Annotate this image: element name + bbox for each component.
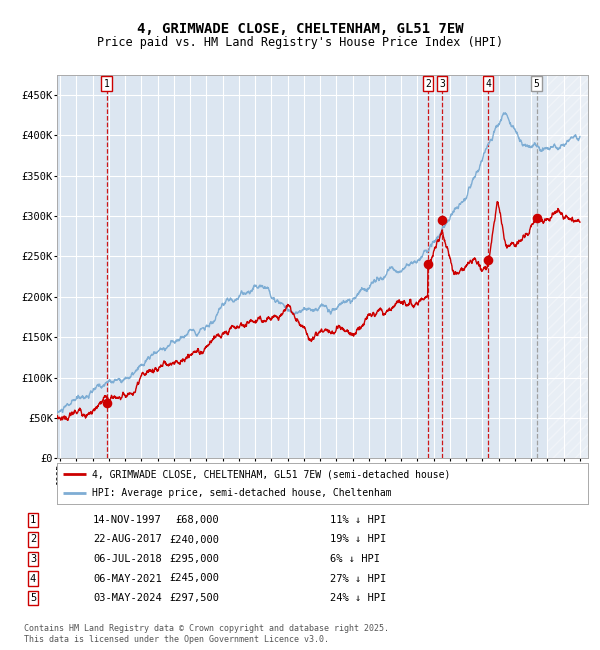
Text: 14-NOV-1997: 14-NOV-1997 xyxy=(93,515,162,525)
Text: 1: 1 xyxy=(30,515,36,525)
Point xyxy=(423,259,433,270)
Text: 11% ↓ HPI: 11% ↓ HPI xyxy=(330,515,386,525)
Text: 2: 2 xyxy=(30,534,36,545)
Text: 5: 5 xyxy=(533,79,539,89)
Text: 4, GRIMWADE CLOSE, CHELTENHAM, GL51 7EW (semi-detached house): 4, GRIMWADE CLOSE, CHELTENHAM, GL51 7EW … xyxy=(92,469,450,479)
Text: £240,000: £240,000 xyxy=(169,534,219,545)
Text: 3: 3 xyxy=(30,554,36,564)
Point xyxy=(437,215,447,226)
Text: £68,000: £68,000 xyxy=(175,515,219,525)
Text: 4, GRIMWADE CLOSE, CHELTENHAM, GL51 7EW: 4, GRIMWADE CLOSE, CHELTENHAM, GL51 7EW xyxy=(137,22,463,36)
Text: 4: 4 xyxy=(30,573,36,584)
Text: 4: 4 xyxy=(485,79,491,89)
Point xyxy=(483,255,493,266)
Bar xyxy=(547,75,588,458)
Text: 27% ↓ HPI: 27% ↓ HPI xyxy=(330,573,386,584)
Text: HPI: Average price, semi-detached house, Cheltenham: HPI: Average price, semi-detached house,… xyxy=(92,488,391,498)
Text: 2: 2 xyxy=(425,79,431,89)
Text: £245,000: £245,000 xyxy=(169,573,219,584)
Text: 6% ↓ HPI: 6% ↓ HPI xyxy=(330,554,380,564)
Text: £297,500: £297,500 xyxy=(169,593,219,603)
Text: 19% ↓ HPI: 19% ↓ HPI xyxy=(330,534,386,545)
Text: 06-JUL-2018: 06-JUL-2018 xyxy=(93,554,162,564)
Point xyxy=(102,398,112,409)
Text: Contains HM Land Registry data © Crown copyright and database right 2025.
This d: Contains HM Land Registry data © Crown c… xyxy=(24,624,389,644)
Text: 24% ↓ HPI: 24% ↓ HPI xyxy=(330,593,386,603)
Text: 03-MAY-2024: 03-MAY-2024 xyxy=(93,593,162,603)
Point xyxy=(532,213,541,223)
Text: 06-MAY-2021: 06-MAY-2021 xyxy=(93,573,162,584)
Text: 1: 1 xyxy=(104,79,110,89)
Text: Price paid vs. HM Land Registry's House Price Index (HPI): Price paid vs. HM Land Registry's House … xyxy=(97,36,503,49)
Text: 3: 3 xyxy=(439,79,445,89)
Text: 5: 5 xyxy=(30,593,36,603)
Text: 22-AUG-2017: 22-AUG-2017 xyxy=(93,534,162,545)
Text: £295,000: £295,000 xyxy=(169,554,219,564)
